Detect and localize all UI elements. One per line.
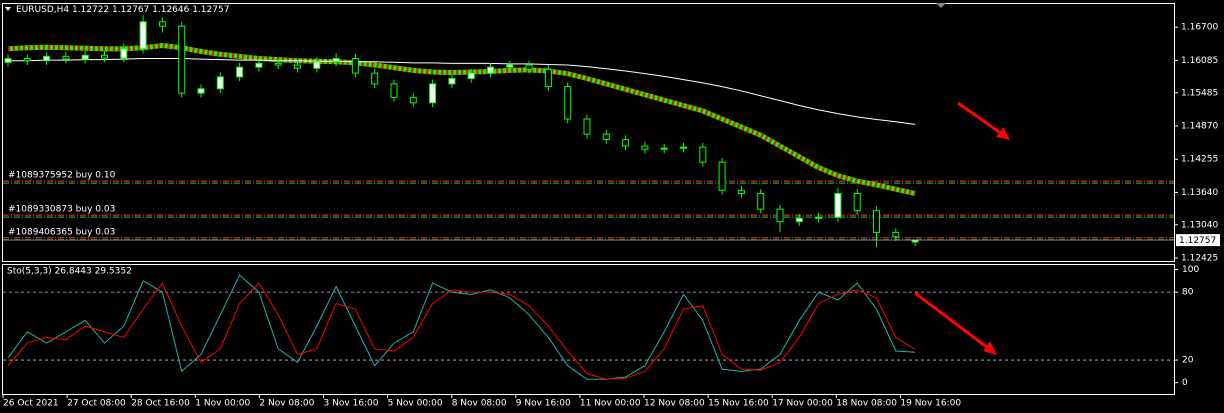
oscillator-line — [7, 282, 916, 380]
price-panel — [2, 3, 1175, 262]
candle-body — [274, 62, 282, 66]
candle-body — [43, 55, 51, 62]
candle-body — [834, 193, 842, 218]
y-tick-label: 1.14870 — [1181, 122, 1218, 132]
candle-body — [718, 161, 726, 191]
candle-body — [680, 146, 687, 149]
candle-body — [197, 88, 205, 94]
oscillator-panel — [2, 264, 1175, 395]
candle-body — [429, 83, 437, 104]
candle-body — [699, 146, 707, 163]
candle-body — [4, 58, 12, 63]
candle-body — [390, 83, 398, 98]
candle-body — [313, 61, 321, 69]
candle-body — [506, 64, 514, 68]
candle-body — [892, 231, 900, 238]
x-tick-label: 8 Nov 08:00 — [452, 399, 507, 409]
candle-body — [371, 72, 379, 85]
x-tick-label: 3 Nov 16:00 — [324, 399, 379, 409]
moving-average — [7, 43, 916, 196]
candle-body — [178, 25, 186, 94]
candle-body — [660, 147, 668, 150]
x-tick-label: 1 Nov 00:00 — [195, 399, 250, 409]
candle-body — [795, 217, 803, 223]
x-tick-label: 9 Nov 16:00 — [516, 399, 571, 409]
candle-body — [641, 145, 649, 150]
candle-body — [853, 193, 861, 212]
y-tick-label: 20 — [1182, 356, 1194, 366]
candle-body — [332, 58, 340, 63]
candle-body — [351, 58, 359, 74]
candle-body — [564, 86, 572, 120]
candle-body — [236, 66, 244, 78]
oscillator-line — [7, 274, 916, 380]
candle-body — [583, 118, 591, 135]
x-tick-label: 28 Oct 16:00 — [131, 399, 190, 409]
candle-body — [216, 76, 224, 90]
order-label: #1089406365 buy 0.03 — [8, 227, 115, 237]
candle-body — [544, 68, 552, 88]
candle-body — [815, 216, 823, 219]
y-tick-label: 1.12425 — [1181, 254, 1218, 264]
chart-title: EURUSD,H4 1.12722 1.12767 1.12646 1.1275… — [16, 5, 229, 15]
candle-body — [757, 193, 765, 210]
candle-body — [120, 48, 128, 59]
x-tick-label: 2 Nov 08:00 — [259, 399, 314, 409]
candle-body — [602, 133, 610, 141]
y-tick-label: 80 — [1182, 288, 1194, 298]
candle-body — [776, 208, 784, 223]
y-tick-label: 0 — [1182, 378, 1188, 388]
candle-body — [525, 64, 533, 70]
moving-average — [8, 58, 916, 125]
current-price-label: 1.12757 — [1179, 236, 1216, 246]
x-tick-label: 18 Nov 08:00 — [836, 399, 897, 409]
order-label: #1089375952 buy 0.10 — [8, 171, 116, 181]
candle-body — [737, 189, 745, 195]
shift-marker — [936, 3, 946, 8]
y-tick-label: 1.14255 — [1181, 155, 1218, 165]
trend-arrow — [957, 101, 1010, 140]
y-tick-label: 1.16085 — [1181, 56, 1218, 66]
x-tick-label: 26 Oct 2021 — [3, 399, 59, 409]
candle-body — [62, 55, 70, 60]
y-tick-label: 100 — [1182, 265, 1199, 275]
x-tick-label: 27 Oct 08:00 — [67, 399, 126, 409]
x-tick-label: 12 Nov 08:00 — [644, 399, 705, 409]
candle-body — [622, 139, 630, 147]
y-tick-label: 1.16700 — [1181, 23, 1218, 33]
candle-body — [448, 78, 456, 85]
candle-body — [255, 62, 263, 68]
candle-body — [409, 96, 417, 104]
candle-body — [294, 64, 301, 69]
x-tick-label: 17 Nov 00:00 — [772, 399, 833, 409]
candle-body — [873, 210, 880, 233]
current-price-box — [1176, 234, 1220, 247]
y-tick-label: 1.15485 — [1181, 88, 1218, 98]
candle-body — [101, 54, 108, 59]
x-tick-label: 15 Nov 16:00 — [708, 399, 769, 409]
x-tick-label: 19 Nov 16:00 — [900, 399, 961, 409]
candle-body — [81, 54, 89, 60]
y-tick-label: 1.13640 — [1181, 188, 1218, 198]
trend-arrow — [914, 291, 997, 355]
candle-body — [467, 72, 475, 80]
candle-body — [23, 58, 31, 62]
menu-triangle[interactable] — [5, 7, 11, 11]
oscillator-title: Sto(5,3,3) 26.8443 29.5352 — [7, 267, 132, 277]
x-tick-label: 5 Nov 00:00 — [388, 399, 443, 409]
candle-body — [139, 21, 147, 50]
candle-body — [487, 66, 494, 74]
x-tick-label: 11 Nov 00:00 — [580, 399, 641, 409]
candle-body — [158, 21, 166, 27]
order-label: #1089330873 buy 0.03 — [8, 205, 115, 215]
y-tick-label: 1.13040 — [1181, 220, 1218, 230]
